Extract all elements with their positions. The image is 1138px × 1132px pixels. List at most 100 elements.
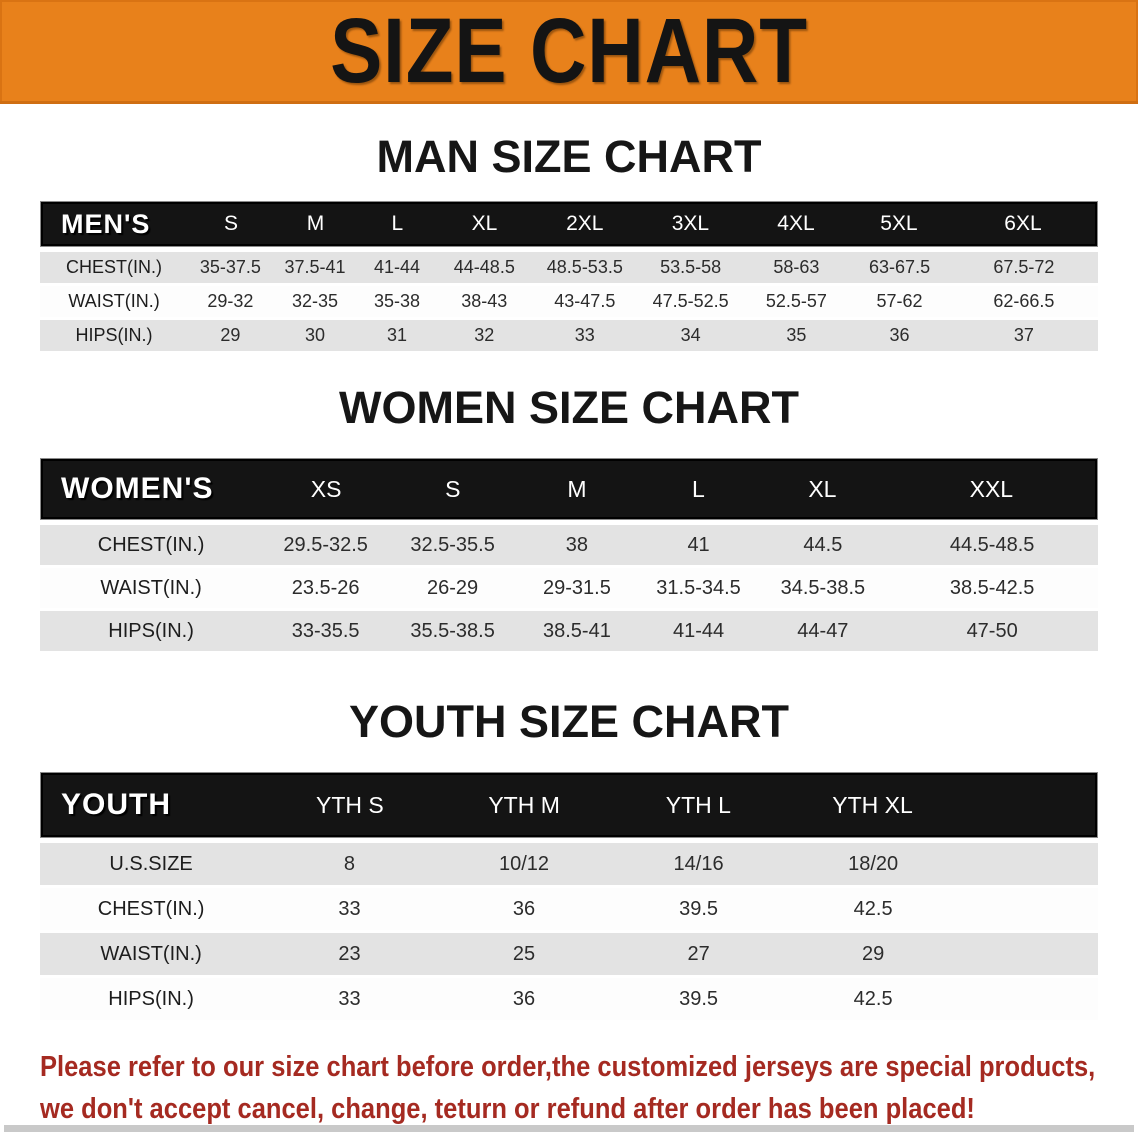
banner-title: SIZE CHART bbox=[330, 0, 808, 102]
table-cell: 47-50 bbox=[966, 619, 1018, 642]
table-cell: 47.5-52.5 bbox=[652, 291, 729, 311]
disclaimer-line-2-wrap: we don't accept cancel, change, teturn o… bbox=[40, 1088, 1138, 1130]
table-cell: 63-67.5 bbox=[869, 257, 931, 277]
table-row: CHEST(IN.) 35-37.5 37.5-41 41-44 44-48.5 48.5… bbox=[40, 252, 1098, 283]
row-label: CHEST(IN.) bbox=[97, 897, 205, 920]
table-cell: 44.5 bbox=[803, 533, 843, 556]
table-cell: 33 bbox=[338, 987, 361, 1010]
table-cell: 48.5-53.5 bbox=[546, 257, 623, 277]
row-label: HIPS(IN.) bbox=[75, 325, 153, 345]
table-cell: 10/12 bbox=[498, 852, 550, 875]
table-cell: 29-31.5 bbox=[542, 576, 611, 599]
table-cell: 41 bbox=[687, 533, 710, 556]
table-cell: 44-47 bbox=[797, 619, 849, 642]
table-cell: 42.5 bbox=[853, 987, 893, 1010]
table-row: WAIST(IN.) 29-32 32-35 35-38 38-43 43-47.5 47.… bbox=[40, 286, 1098, 317]
disclaimer-line-1: Please refer to our size chart before or… bbox=[40, 1051, 1096, 1083]
table-corner-label: MEN'S bbox=[61, 208, 151, 239]
column-header: XL bbox=[471, 212, 498, 235]
column-header: XL bbox=[808, 475, 837, 502]
disclaimer-note: Please refer to our size chart before or… bbox=[40, 1046, 1138, 1130]
table-cell: 39.5 bbox=[679, 897, 719, 920]
women-size-chart-heading: WOMEN SIZE CHART bbox=[339, 382, 799, 433]
table-cell: 67.5-72 bbox=[993, 257, 1055, 277]
table-cell: 42.5 bbox=[853, 897, 893, 920]
table-cell: 26-29 bbox=[427, 576, 479, 599]
table-cell: 35.5-38.5 bbox=[410, 619, 495, 642]
row-label: WAIST(IN.) bbox=[68, 291, 160, 311]
row-label: WAIST(IN.) bbox=[100, 942, 202, 965]
table-cell: 36 bbox=[889, 325, 910, 345]
row-label: HIPS(IN.) bbox=[108, 987, 194, 1010]
column-header: YTH XL bbox=[832, 791, 913, 818]
column-header: L bbox=[391, 212, 404, 235]
table-cell: 18/20 bbox=[848, 852, 899, 875]
table-header-row: YOUTH YTH S YTH M YTH L YTH XL bbox=[40, 772, 1098, 838]
table-cell: 52.5-57 bbox=[765, 291, 827, 311]
table-cell: 32 bbox=[474, 325, 495, 345]
table-cell: 41-44 bbox=[374, 257, 421, 277]
table-cell: 32-35 bbox=[292, 291, 339, 311]
table-row: CHEST(IN.) 33 36 39.5 42.5 bbox=[40, 888, 1098, 930]
table-cell: 57-62 bbox=[876, 291, 923, 311]
youth-size-chart-heading: YOUTH SIZE CHART bbox=[348, 696, 789, 747]
table-row: WAIST(IN.) 23 25 27 29 bbox=[40, 933, 1098, 975]
column-header: XS bbox=[310, 475, 342, 502]
table-header-row: WOMEN'S XS S M L XL XXL bbox=[40, 458, 1098, 520]
column-header: 2XL bbox=[566, 212, 604, 235]
table-row: HIPS(IN.) 29 30 31 32 33 34 35 36 37 bbox=[40, 320, 1098, 351]
row-label: HIPS(IN.) bbox=[108, 619, 194, 642]
table-cell: 37.5-41 bbox=[284, 257, 346, 277]
man-size-chart-heading: MAN SIZE CHART bbox=[376, 131, 762, 182]
table-cell: 33 bbox=[574, 325, 595, 345]
table-cell: 33 bbox=[338, 897, 361, 920]
table-cell: 25 bbox=[512, 942, 536, 965]
column-header: S bbox=[445, 475, 461, 502]
row-label: U.S.SIZE bbox=[109, 852, 193, 875]
table-cell: 41-44 bbox=[672, 619, 725, 642]
table-cell: 37 bbox=[1013, 325, 1034, 345]
row-label: WAIST(IN.) bbox=[100, 576, 202, 599]
bottom-divider bbox=[4, 1125, 1134, 1132]
table-cell: 32.5-35.5 bbox=[410, 533, 495, 556]
table-cell: 36 bbox=[512, 987, 536, 1010]
womens-size-table: WOMEN'S XS S M L XL XXL CHEST(IN.) 29.5-32.5 32.5… bbox=[40, 458, 1098, 651]
table-cell: 38 bbox=[565, 533, 589, 556]
column-header: S bbox=[224, 212, 239, 235]
table-cell: 29.5-32.5 bbox=[283, 533, 368, 556]
table-cell: 38-43 bbox=[461, 291, 508, 311]
table-row: CHEST(IN.) 29.5-32.5 32.5-35.5 38 41 44.5 44.5… bbox=[40, 525, 1098, 565]
row-label: CHEST(IN.) bbox=[66, 257, 163, 277]
size-chart-banner: SIZE CHART bbox=[0, 0, 1138, 104]
table-corner-label: WOMEN'S bbox=[61, 472, 214, 505]
table-row: WAIST(IN.) 23.5-26 26-29 29-31.5 31.5-34.5 34… bbox=[40, 568, 1098, 608]
table-row: U.S.SIZE 8 10/12 14/16 18/20 bbox=[40, 843, 1098, 885]
table-cell: 34 bbox=[680, 325, 701, 345]
table-header-row: MEN'S S M L XL 2XL 3XL 4XL 5XL 6XL bbox=[40, 201, 1098, 247]
table-cell: 29 bbox=[220, 325, 241, 345]
table-corner-label: YOUTH bbox=[61, 788, 171, 821]
table-cell: 53.5-58 bbox=[660, 257, 722, 277]
table-cell: 34.5-38.5 bbox=[780, 576, 866, 599]
column-header: YTH L bbox=[665, 791, 731, 818]
column-header: YTH S bbox=[316, 791, 384, 818]
column-header: 3XL bbox=[671, 212, 710, 235]
table-cell: 35 bbox=[786, 325, 807, 345]
column-header: 5XL bbox=[880, 212, 918, 235]
table-row: HIPS(IN.) 33-35.5 35.5-38.5 38.5-41 41-44 44-… bbox=[40, 611, 1098, 651]
column-header: YTH M bbox=[488, 791, 560, 818]
table-cell: 58-63 bbox=[773, 257, 820, 277]
table-cell: 38.5-42.5 bbox=[949, 576, 1035, 599]
table-cell: 44-48.5 bbox=[453, 257, 515, 277]
table-cell: 29 bbox=[862, 942, 885, 965]
column-header: M bbox=[567, 475, 587, 502]
table-cell: 30 bbox=[305, 325, 326, 345]
table-row: HIPS(IN.) 33 36 39.5 42.5 bbox=[40, 978, 1098, 1020]
table-cell: 23.5-26 bbox=[291, 576, 360, 599]
table-cell: 8 bbox=[343, 852, 356, 875]
row-label: CHEST(IN.) bbox=[97, 533, 205, 556]
column-header: 4XL bbox=[777, 212, 815, 235]
disclaimer-line-2: we don't accept cancel, change, teturn o… bbox=[40, 1093, 975, 1126]
mens-size-table: MEN'S S M L XL 2XL 3XL 4XL 5XL 6XL CHEST(IN.) 35-37… bbox=[40, 201, 1098, 351]
table-cell: 62-66.5 bbox=[993, 291, 1055, 311]
